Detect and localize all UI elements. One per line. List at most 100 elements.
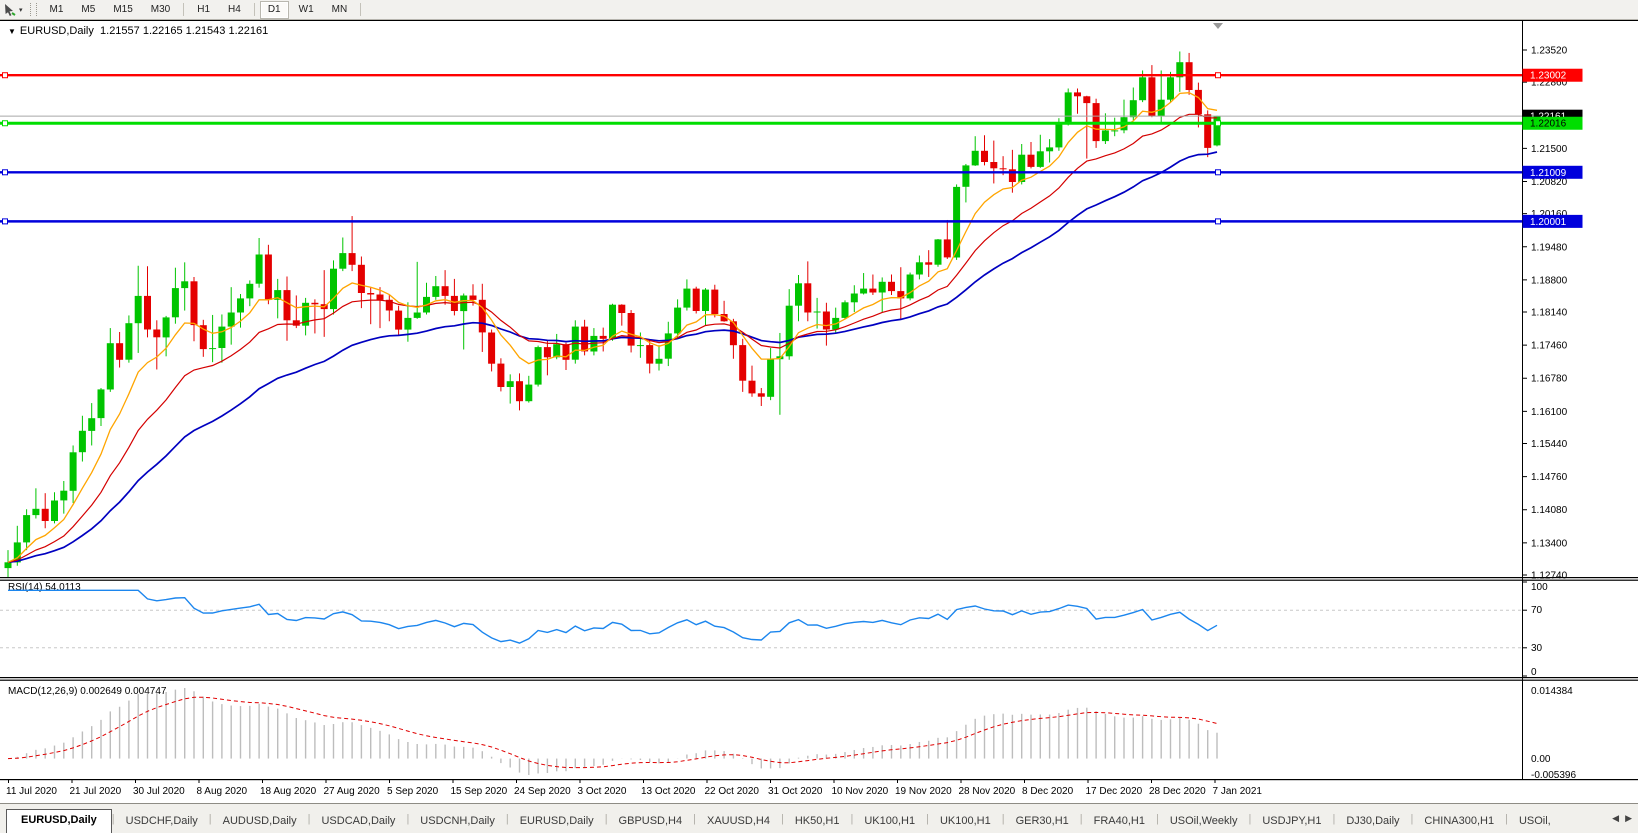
date-label: 5 Sep 2020 [387,786,439,797]
timeframe-button-w1[interactable]: W1 [298,3,314,15]
candles-layer [4,51,1221,577]
price-tick-label: 1.21500 [1531,144,1568,155]
price-scale[interactable] [1522,21,1638,779]
hline-1.21009-chip [1522,165,1583,179]
chart-tab-dj30-daily[interactable]: DJ30,Daily [1346,815,1400,827]
date-label: 10 Nov 2020 [832,786,889,797]
date-label: 22 Oct 2020 [705,786,760,797]
tab-separator: | [604,813,608,825]
price-tick-label: 1.20820 [1531,177,1568,188]
date-tick [452,779,454,783]
chart-tab-usoil-weekly[interactable]: USOil,Weekly [1169,815,1238,827]
date-tick [325,779,327,783]
timeframe-button-m5[interactable]: M5 [81,3,96,15]
timeframe-button-m15[interactable]: M15 [113,3,133,15]
chart-tab-usdchf-daily[interactable]: USDCHF,Daily [125,815,198,827]
price-tick-label: 1.23520 [1531,46,1568,57]
date-tick [1214,779,1216,783]
cursor-tool-icon[interactable] [1,2,19,17]
chart-tab-usdjpy-h1[interactable]: USDJPY,H1 [1262,815,1322,827]
price-tick-label: 1.12740 [1531,571,1568,582]
macd-axis-max: 0.014384 [1531,686,1573,697]
hline-1.22016-handle[interactable] [1215,120,1221,127]
timeframe-button-mn[interactable]: MN [331,3,348,15]
cursor-tool-dropdown-icon[interactable]: ▾ [19,6,23,14]
chart-tab-uk100-h1[interactable]: UK100,H1 [939,815,991,827]
tab-scroll-right-icon[interactable]: ▶ [1625,812,1632,823]
chart-tab-usdcnh-daily[interactable]: USDCNH,Daily [420,815,495,827]
ema-fast-line [7,92,1218,563]
chart-tab-xauusd-h4[interactable]: XAUUSD,H4 [706,815,770,827]
chart-canvas[interactable]: 1.235201.228601.221801.215001.208201.201… [0,0,1638,803]
price-tick-label: 1.18140 [1531,308,1568,319]
hline-1.23002-handle[interactable] [1215,72,1221,79]
ema-medium-line [7,113,1218,563]
toolbar-grip[interactable] [29,3,37,16]
rsi-axis-label: 30 [1531,643,1543,654]
hline-1.21009-handle[interactable] [2,169,8,176]
chart-symbol-period: EURUSD,Daily [19,25,94,37]
date-label: 8 Aug 2020 [197,786,248,797]
date-tick [1087,779,1089,783]
timeframe-button-m1[interactable]: M1 [49,3,64,15]
hline-1.20001-chip [1522,214,1583,228]
tab-separator: | [1332,813,1336,825]
price-scale-axis-line [1522,21,1523,779]
chart-tab-eurusd-daily[interactable]: EURUSD,Daily [519,815,594,827]
tab-separator: | [780,813,784,825]
chart-tab-ger30-h1[interactable]: GER30,H1 [1015,815,1069,827]
time-scale[interactable] [0,780,1522,803]
date-tick [198,779,200,783]
price-tick-label: 1.18800 [1531,275,1568,286]
chart-menu-icon[interactable]: ▼ [8,27,16,36]
rsi-axis-label: 0 [1531,667,1537,678]
rsi-line [8,589,1218,644]
hline-1.22016-chip [1522,116,1583,130]
hline-1.23002-handle[interactable] [2,72,8,79]
date-label: 24 Sep 2020 [514,786,571,797]
chart-tab-eurusd-daily[interactable]: EURUSD,Daily [6,809,112,833]
tab-separator: | [926,813,929,825]
price-tick-label: 1.16780 [1531,374,1568,385]
tab-separator: | [1079,813,1083,825]
timeframe-button-m30[interactable]: M30 [150,3,171,15]
price-tick-label: 1.20160 [1531,209,1568,220]
macd-histogram [16,688,1218,775]
hline-1.22016-handle[interactable] [2,120,8,127]
date-label: 15 Sep 2020 [451,786,508,797]
price-tick-label: 1.19480 [1531,242,1568,253]
chart-shift-marker[interactable] [1213,23,1223,29]
chart-tab-usdcad-daily[interactable]: USDCAD,Daily [321,815,396,827]
date-label: 27 Aug 2020 [324,786,381,797]
chart-tab-uk100-h1[interactable]: UK100,H1 [864,815,916,827]
hline-1.20001-handle[interactable] [2,218,8,225]
chart-tab-china300-h1[interactable]: CHINA300,H1 [1424,815,1495,827]
date-tick [833,779,835,783]
chart-title: ▼ EURUSD,Daily 1.21557 1.22165 1.21543 1.… [8,25,268,37]
timeframe-button-d1[interactable]: D1 [259,0,289,19]
date-label: 21 Jul 2020 [70,786,122,797]
time-scale-border [0,779,1638,781]
tab-scroll-left-icon[interactable]: ◀ [1612,812,1620,823]
timeframe-button-h4[interactable]: H4 [228,3,241,15]
tab-separator: | [208,813,212,825]
timeframe-button-h1[interactable]: H1 [197,3,211,15]
tab-separator: | [1410,813,1414,825]
hline-1.23002-chip-label: 1.23002 [1530,71,1567,82]
chart-ohlc-values: 1.21557 1.22165 1.21543 1.22161 [100,25,269,37]
chart-tab-usoil-[interactable]: USOil, [1518,815,1551,827]
hline-1.20001-handle[interactable] [1215,218,1221,225]
hline-1.22016-chip-label: 1.22016 [1530,119,1567,130]
toolbar-separator [360,3,362,16]
tab-separator: | [111,813,115,825]
chart-tab-gbpusd-h4[interactable]: GBPUSD,H4 [618,815,683,827]
tab-separator: | [1155,813,1159,825]
price-tick-label: 1.22860 [1531,78,1568,89]
date-tick [389,779,390,783]
hline-1.21009-handle[interactable] [1215,169,1221,176]
chart-tab-hk50-h1[interactable]: HK50,H1 [794,815,840,827]
chart-tab-audusd-daily[interactable]: AUDUSD,Daily [222,815,297,827]
chart-tab-fra40-h1[interactable]: FRA40,H1 [1093,815,1145,827]
date-tick [1151,779,1152,783]
